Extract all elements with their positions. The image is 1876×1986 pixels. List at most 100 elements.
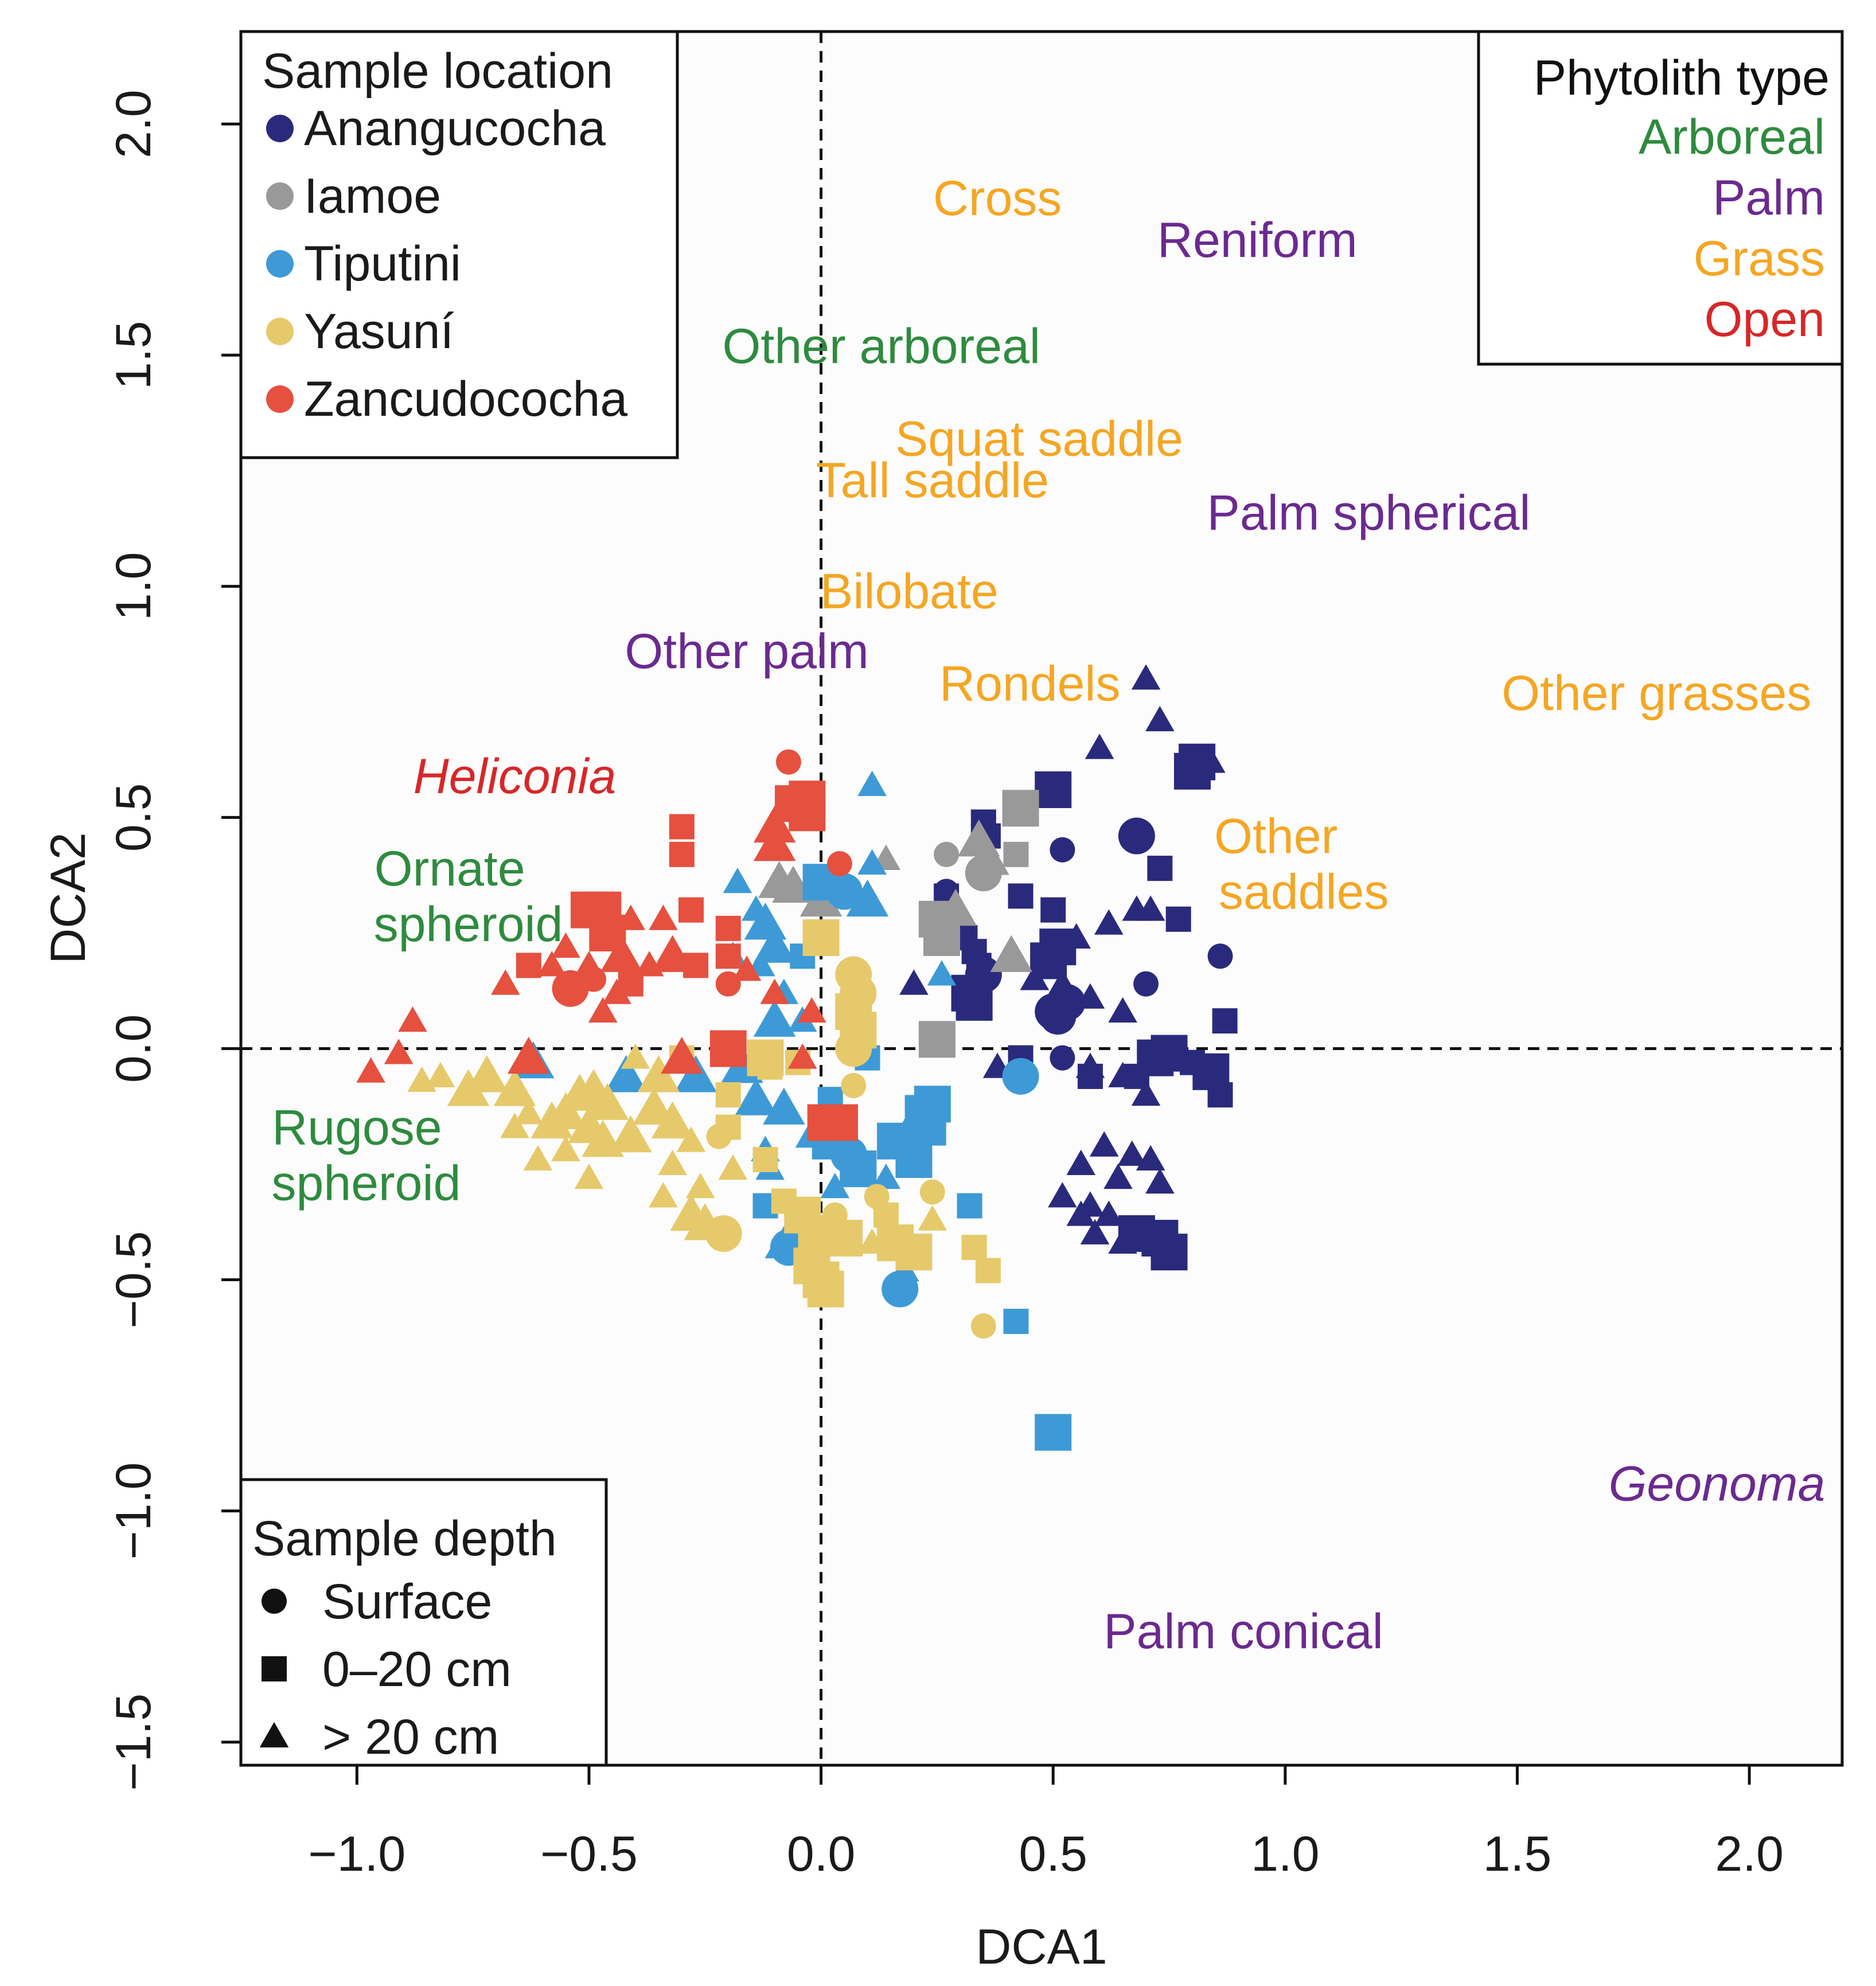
data-point-over-20cm: [1094, 1200, 1124, 1226]
data-point-over-20cm: [1066, 1200, 1096, 1226]
data-point-over-20cm: [602, 978, 631, 1004]
data-point-0-20cm: [1035, 771, 1072, 809]
data-point-over-20cm: [586, 1083, 629, 1120]
data-point-over-20cm: [1089, 1131, 1119, 1157]
data-point-surface: [934, 841, 960, 867]
data-point-surface: [882, 1270, 919, 1308]
data-point-over-20cm: [846, 879, 889, 917]
data-point-over-20cm: [604, 1055, 648, 1093]
legend-location-label: Zancudococha: [304, 372, 627, 427]
x-tick-label: 2.0: [1715, 1827, 1784, 1882]
phytolith-type-label: Palm conical: [1103, 1604, 1383, 1659]
data-point-over-20cm: [447, 1069, 490, 1106]
data-point-0-20cm: [709, 1030, 747, 1067]
data-point-0-20cm: [715, 943, 741, 969]
data-point-surface: [826, 851, 852, 877]
x-tick-label: 1.0: [1251, 1827, 1320, 1882]
data-point-over-20cm: [1108, 1228, 1137, 1254]
data-point-over-20cm: [957, 819, 1000, 857]
data-point-over-20cm: [787, 1043, 817, 1069]
legend-sample-depth-title: Sample depth: [252, 1511, 557, 1566]
data-point-surface: [1050, 1045, 1075, 1071]
data-point-over-20cm: [356, 1057, 385, 1083]
data-point-over-20cm: [609, 1115, 652, 1153]
sample-marker-layer: [356, 664, 1238, 1451]
data-point-over-20cm: [658, 1149, 687, 1176]
data-point-0-20cm: [752, 1146, 778, 1172]
data-point-0-20cm: [669, 841, 695, 867]
data-point-over-20cm: [1103, 1163, 1133, 1189]
y-tick-label: −1.0: [106, 1462, 161, 1560]
legend-location-swatch: [266, 318, 294, 345]
data-point-over-20cm: [723, 867, 752, 893]
legend-type-label: Open: [1705, 292, 1825, 347]
data-point-0-20cm: [1040, 897, 1066, 923]
data-point-over-20cm: [899, 969, 929, 995]
phytolith-type-label: spheroid: [374, 897, 563, 952]
series-yasuni: [407, 919, 1001, 1339]
data-point-over-20cm: [735, 1078, 778, 1115]
data-point-over-20cm: [1048, 1182, 1077, 1208]
data-point-over-20cm: [466, 1055, 508, 1093]
data-point-0-20cm: [715, 1082, 741, 1108]
data-point-over-20cm: [990, 935, 1033, 972]
legend-location-label: Iamoe: [304, 169, 441, 224]
data-point-over-20cm: [732, 955, 762, 981]
data-point-0-20cm: [715, 1114, 741, 1140]
data-point-surface: [1118, 817, 1155, 855]
data-point-over-20cm: [857, 849, 887, 875]
data-point-over-20cm: [637, 1055, 680, 1093]
data-point-0-20cm: [840, 1150, 877, 1188]
legend-phytolith-type-title: Phytolith type: [1534, 50, 1830, 106]
data-point-over-20cm: [753, 926, 796, 963]
data-point-over-20cm: [551, 932, 580, 958]
data-point-over-20cm: [1145, 705, 1175, 732]
data-point-0-20cm: [895, 1141, 933, 1178]
phytolith-type-label: Reniform: [1157, 213, 1358, 268]
data-point-over-20cm: [621, 1043, 650, 1069]
data-point-over-20cm: [871, 1163, 901, 1189]
data-point-over-20cm: [514, 1099, 544, 1125]
data-point-over-20cm: [649, 904, 678, 930]
phytolith-type-label: Bilobate: [820, 564, 999, 619]
phytolith-type-label: Tall saddle: [816, 453, 1049, 508]
data-point-0-20cm: [802, 919, 840, 957]
data-point-over-20cm: [753, 805, 796, 843]
data-point-over-20cm: [857, 770, 887, 796]
data-point-over-20cm: [753, 1000, 796, 1037]
x-tick-label: 1.5: [1483, 1827, 1552, 1882]
data-point-over-20cm: [1085, 733, 1114, 759]
data-point-0-20cm: [678, 897, 704, 923]
data-point-0-20cm: [1165, 906, 1191, 932]
phytolith-type-label: Other palm: [625, 624, 868, 679]
data-point-over-20cm: [1108, 997, 1137, 1023]
data-point-over-20cm: [523, 1145, 553, 1170]
data-point-surface: [705, 1215, 742, 1252]
data-point-over-20cm: [797, 997, 826, 1023]
data-point-over-20cm: [1066, 1149, 1096, 1176]
data-point-surface: [1207, 943, 1233, 969]
data-point-over-20cm: [1094, 909, 1124, 935]
phytolith-type-label: Squat saddle: [895, 411, 1183, 466]
legend-location-swatch: [266, 182, 294, 210]
data-point-surface: [1050, 837, 1075, 863]
series-zancudococha: [356, 749, 858, 1141]
data-point-over-20cm: [1196, 747, 1226, 773]
y-tick-label: 0.5: [106, 783, 161, 852]
data-point-over-20cm: [407, 1066, 436, 1092]
data-point-over-20cm: [551, 1136, 580, 1161]
y-axis-title: DCA2: [41, 832, 96, 963]
legend-depth-label: 0–20 cm: [322, 1642, 512, 1697]
data-point-0-20cm: [873, 1202, 899, 1228]
legend-sample-depth: Sample depth Surface 0–20 cm > 20 cm: [239, 1478, 608, 1767]
data-point-over-20cm: [1131, 1080, 1161, 1106]
data-point-surface: [552, 970, 589, 1007]
x-tick-label: 0.0: [787, 1827, 856, 1882]
data-point-over-20cm: [1131, 664, 1161, 690]
data-point-0-20cm: [975, 1258, 1001, 1283]
phytolith-type-label: Heliconia: [414, 749, 617, 804]
data-point-over-20cm: [651, 935, 694, 972]
data-point-0-20cm: [1002, 790, 1039, 827]
x-tick-label: −0.5: [540, 1827, 638, 1882]
